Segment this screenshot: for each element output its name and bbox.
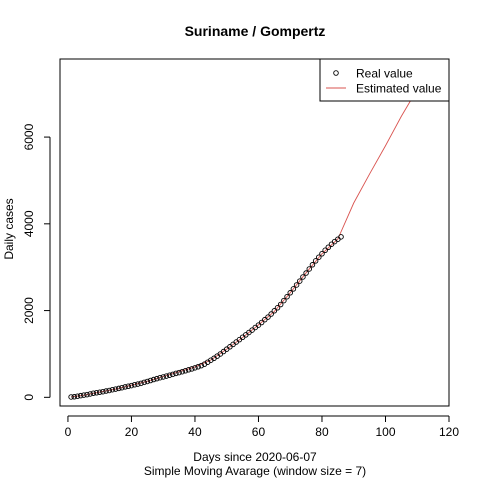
real-value-point <box>179 368 186 375</box>
x-axis-label: Days since 2020-06-07 <box>193 450 317 464</box>
real-value-point <box>144 378 151 385</box>
real-value-point <box>287 290 293 296</box>
real-value-point <box>274 305 281 311</box>
real-value-point <box>96 389 103 395</box>
chart-title: Suriname / Gompertz <box>185 23 326 39</box>
legend-marker-real <box>333 70 339 76</box>
real-value-point <box>68 394 74 400</box>
real-value-point <box>84 391 90 398</box>
x-tick-label: 80 <box>315 425 329 439</box>
plot-frame <box>59 58 450 407</box>
real-value-point <box>306 266 313 272</box>
real-value-point <box>163 373 170 379</box>
real-value-point <box>284 293 290 300</box>
real-value-point <box>109 386 116 393</box>
real-value-point <box>87 391 93 397</box>
real-value-point <box>271 308 278 314</box>
plot-area <box>68 59 437 400</box>
real-value-point <box>182 368 189 374</box>
real-value-point <box>195 364 201 370</box>
real-value-point <box>157 374 163 381</box>
real-value-point <box>103 388 109 394</box>
real-value-point <box>122 384 128 390</box>
real-value-point <box>131 382 138 388</box>
real-value-point <box>293 282 300 288</box>
real-value-point <box>81 392 87 398</box>
real-value-point <box>281 297 287 304</box>
real-value-point <box>77 392 84 399</box>
real-value-point <box>100 388 106 395</box>
real-value-point <box>300 274 306 280</box>
real-value-point <box>258 319 265 326</box>
real-value-point <box>303 270 309 276</box>
x-tick-label: 0 <box>65 425 72 439</box>
real-value-point <box>154 375 160 382</box>
real-value-point <box>119 384 125 391</box>
legend-box <box>319 58 450 102</box>
real-value-point <box>322 247 328 254</box>
real-value-point <box>198 362 205 369</box>
real-value-point <box>173 370 179 377</box>
real-value-point <box>166 372 173 378</box>
x-axis-sublabel: Simple Moving Avarage (window size = 7) <box>144 464 366 478</box>
y-tick-label: 0 <box>22 394 36 401</box>
y-tick-label: 6000 <box>22 123 36 150</box>
real-value-point <box>255 322 262 328</box>
real-value-point <box>141 379 147 386</box>
x-tick-label: 120 <box>439 425 459 439</box>
real-value-point <box>176 369 182 376</box>
real-value-point <box>135 381 141 387</box>
real-value-point <box>169 371 176 378</box>
real-value-point <box>316 254 322 260</box>
real-value-point <box>106 387 112 394</box>
real-value-point <box>160 374 166 380</box>
y-axis-label: Daily cases <box>2 198 16 259</box>
x-tick-label: 40 <box>188 425 202 439</box>
real-value-point <box>319 250 325 257</box>
real-value-point <box>325 244 332 250</box>
axes: 0 20 40 60 80 100 120 0 2000 4000 6000 <box>22 58 459 439</box>
real-value-point <box>138 380 144 387</box>
y-tick-label: 4000 <box>22 210 36 237</box>
x-tick-label: 60 <box>252 425 266 439</box>
legend-label-estimated: Estimated value <box>356 82 442 96</box>
real-value-point <box>265 314 271 320</box>
real-value-point <box>125 383 132 390</box>
real-value-point <box>290 286 297 292</box>
real-value-point <box>309 262 316 268</box>
real-value-point <box>90 390 97 396</box>
real-value-point <box>71 394 78 400</box>
real-value-point <box>128 382 135 389</box>
real-value-point <box>150 376 157 383</box>
x-tick-label: 100 <box>375 425 395 439</box>
real-value-point <box>147 377 154 384</box>
real-value-point <box>112 386 119 392</box>
real-value-point <box>93 390 100 396</box>
real-value-point <box>268 311 274 317</box>
real-value-point <box>115 385 122 392</box>
real-value-point <box>277 301 284 308</box>
real-value-point <box>338 234 344 240</box>
real-value-point <box>185 367 192 373</box>
legend-label-real: Real value <box>356 67 413 81</box>
real-value-point <box>192 365 198 371</box>
real-value-point <box>189 366 195 372</box>
real-value-point <box>312 258 319 264</box>
real-value-point <box>297 278 303 284</box>
x-tick-label: 20 <box>125 425 139 439</box>
estimated-value-line <box>71 59 437 398</box>
real-value-point <box>74 393 81 399</box>
y-tick-label: 2000 <box>22 297 36 324</box>
